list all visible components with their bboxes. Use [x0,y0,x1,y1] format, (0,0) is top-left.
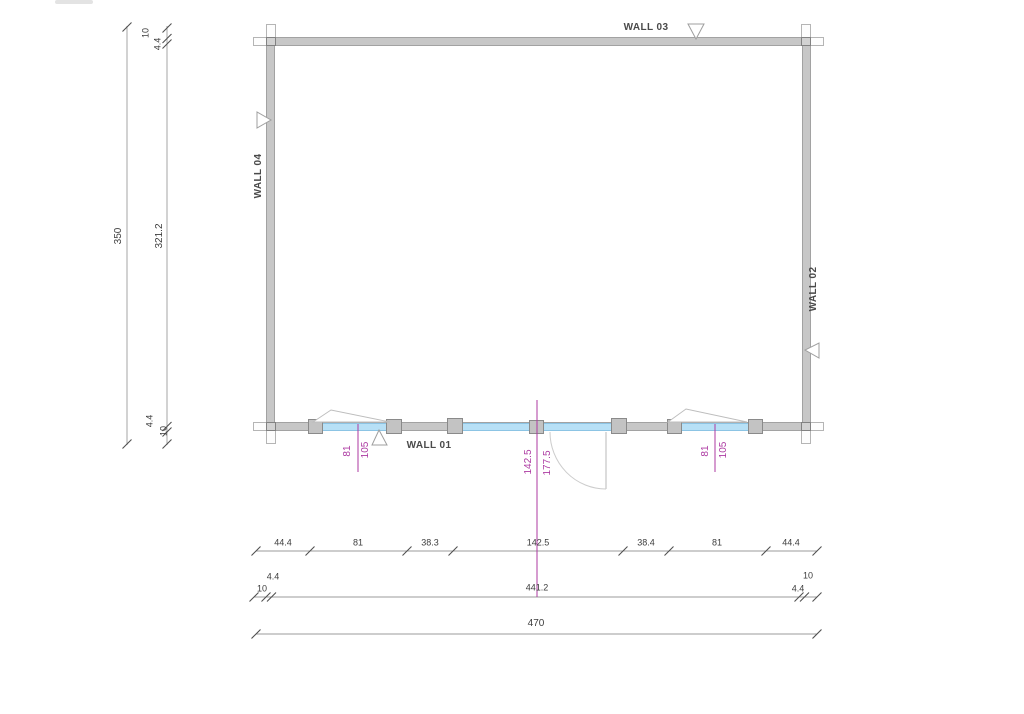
dim-bottom-total-label: 470 [527,618,545,629]
section-marker-right-icon [803,342,820,359]
section-marker-left-icon [256,111,273,129]
dim-left-inner-label: 321.2 [154,223,165,249]
left-window-height-label: 105 [360,441,371,459]
right-window-height-label: 105 [718,441,729,459]
dim-chain-1: 44.4 [274,537,292,548]
dim-inner-wall-left: 4.4 [266,571,280,582]
dim-chain-5: 38.4 [637,537,655,548]
dim-left-bottom-log-label: 10 [158,425,169,437]
dim-ticks [122,22,822,639]
dim-chain-2: 81 [352,537,364,548]
door-frame-left [447,418,463,434]
dim-inner-log-right: 10 [802,570,814,581]
wall-01-label: WALL 01 [406,440,452,451]
left-window-frame-left [308,419,323,434]
wall-04-label: WALL 04 [253,153,264,199]
section-marker-top-icon [687,23,705,41]
right-window-swing-wedge [666,408,748,423]
dim-left-top-wall-label: 4.4 [152,37,163,51]
right-window-frame-right [748,419,763,434]
door-swing-arc [549,431,607,490]
page-artifact [55,0,93,4]
door-height-label: 177.5 [542,450,553,476]
wall-03-label: WALL 03 [623,22,669,33]
dim-inner-log-left: 10 [256,583,268,594]
right-window-width-label: 81 [700,445,711,457]
section-marker-bottom-icon [371,428,388,446]
opening-centerlines [357,400,716,597]
dim-chain-6: 81 [711,537,723,548]
left-window-frame-right [386,419,402,434]
dim-left-top-log-label: 10 [140,27,151,39]
dim-inner-wall-right: 4.4 [791,583,805,594]
left-window-swing-wedge [311,409,391,423]
corner-notch-top-left [266,37,276,46]
corner-notch-bottom-left [266,422,276,431]
door-frame-right [611,418,627,434]
dim-chain-7: 44.4 [782,537,800,548]
door-width-label: 142.5 [523,449,534,475]
dim-inner-span: 441.2 [525,582,549,593]
dim-left-total-label: 350 [113,227,124,245]
dim-left-bottom-wall-label: 4.4 [144,414,155,428]
left-window-width-label: 81 [342,445,353,457]
dim-chain-3: 38.3 [421,537,439,548]
wall-02-label: WALL 02 [808,266,819,312]
corner-notch-bottom-right [801,422,811,431]
corner-notch-top-right [801,37,811,46]
dim-chain-4: 142.5 [526,537,550,548]
